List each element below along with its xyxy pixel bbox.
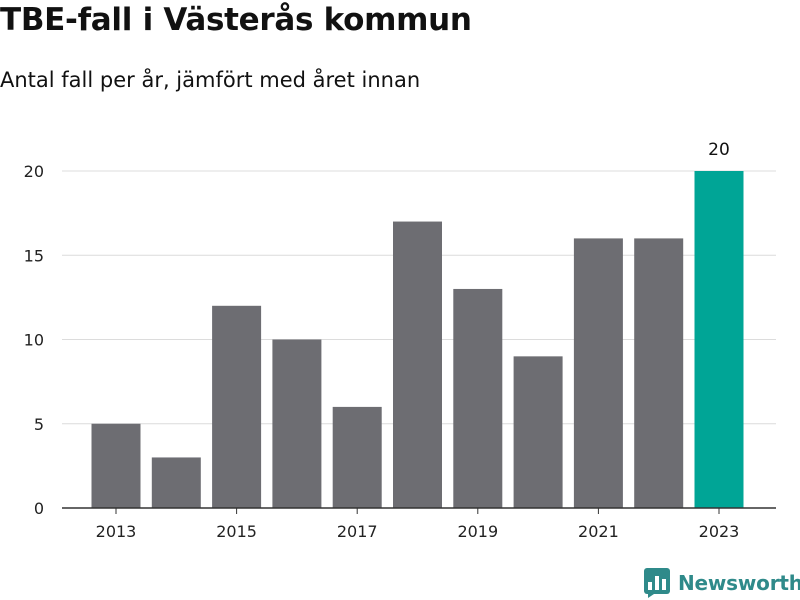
bar-2023 — [694, 171, 744, 508]
x-tick-label: 2021 — [578, 522, 619, 541]
y-tick-label: 5 — [34, 415, 44, 434]
bar-2019 — [453, 288, 503, 508]
bar-2020 — [513, 356, 563, 508]
x-tick-label: 2023 — [699, 522, 740, 541]
bar-2018 — [393, 221, 442, 509]
y-tick-label: 15 — [24, 246, 44, 265]
bar-2013 — [91, 423, 141, 508]
chart-subtitle: Antal fall per år, jämfört med året inna… — [0, 68, 421, 92]
y-tick-label: 10 — [24, 331, 44, 350]
y-tick-label: 20 — [24, 162, 44, 181]
x-tick-label: 2015 — [216, 522, 257, 541]
newsworthy-logo-icon — [644, 568, 670, 598]
chart-title: TBE-fall i Västerås kommun — [0, 2, 472, 38]
bar-2014 — [151, 457, 201, 508]
data-label: 20 — [708, 140, 730, 160]
bar-2017 — [332, 406, 382, 508]
x-tick-label: 2019 — [457, 522, 498, 541]
bar-2021 — [573, 238, 623, 508]
y-tick-label: 0 — [34, 499, 44, 518]
bar-2022 — [634, 238, 684, 508]
brand-logo: Newsworthy — [644, 568, 800, 598]
x-tick-label: 2013 — [96, 522, 137, 541]
brand-name: Newsworthy — [678, 571, 800, 595]
bar-2015 — [212, 305, 262, 508]
bar-2016 — [272, 339, 322, 508]
x-tick-label: 2017 — [337, 522, 378, 541]
